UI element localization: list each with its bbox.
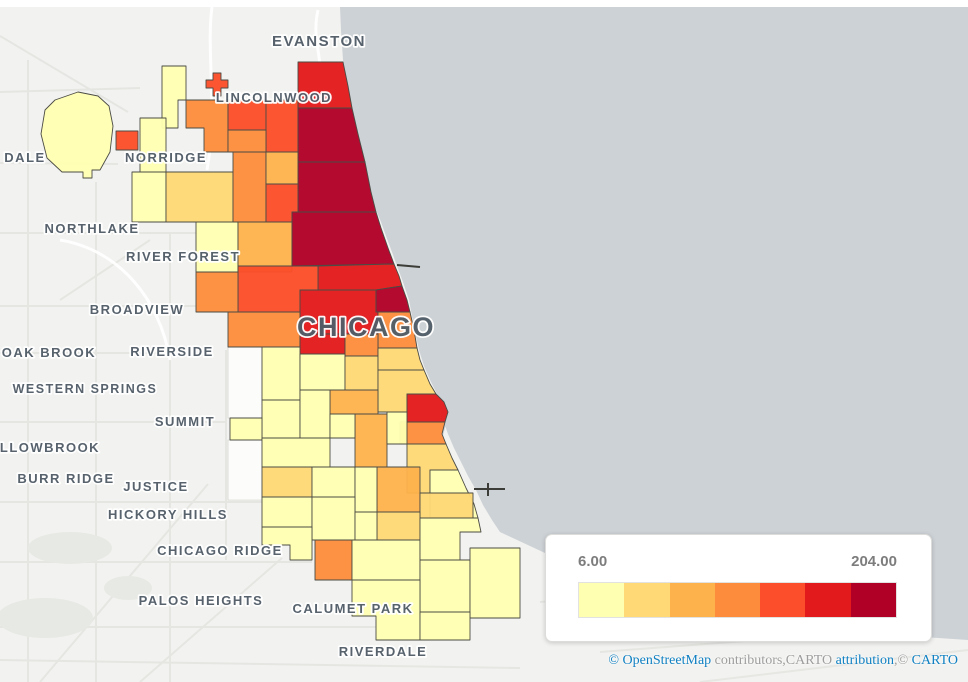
choropleth-region[interactable] <box>299 389 331 439</box>
choropleth-region[interactable] <box>40 91 114 179</box>
choropleth-region[interactable] <box>351 539 421 581</box>
choropleth-region[interactable] <box>375 285 411 313</box>
place-label-oak-brook: OAK BROOK <box>2 345 96 360</box>
no-data-gaps <box>227 346 263 501</box>
legend-min-label: 6.00 <box>578 553 608 570</box>
choropleth-region[interactable] <box>131 171 167 223</box>
choropleth-region[interactable] <box>195 271 239 313</box>
place-label-western-springs: WESTERN SPRINGS <box>13 382 158 396</box>
choropleth-region[interactable] <box>376 466 421 513</box>
attribution-link[interactable]: attribution <box>835 653 894 668</box>
choropleth-region[interactable] <box>265 99 299 153</box>
choropleth-region[interactable] <box>115 130 139 151</box>
legend-swatch <box>624 583 670 617</box>
place-label-llowbrook: LLOWBROOK <box>0 440 100 455</box>
place-label-broadview: BROADVIEW <box>90 302 184 317</box>
choropleth-region[interactable] <box>297 161 377 213</box>
choropleth-region[interactable] <box>354 511 378 541</box>
choropleth-region[interactable] <box>227 129 267 153</box>
choropleth-region[interactable] <box>377 347 425 371</box>
attribution-text: contributors,CARTO <box>711 653 836 668</box>
choropleth-region[interactable] <box>351 579 421 641</box>
choropleth-region[interactable] <box>227 311 301 348</box>
map-attribution: © OpenStreetMap contributors,CARTO attri… <box>608 653 958 669</box>
choropleth-region[interactable] <box>265 151 299 185</box>
attribution-text: ,© <box>894 653 912 668</box>
choropleth-region[interactable] <box>261 496 313 528</box>
choropleth-region[interactable] <box>195 221 239 273</box>
choropleth-region[interactable] <box>386 411 408 445</box>
choropleth-region[interactable] <box>329 413 356 439</box>
place-label-norridge: NORRIDGE <box>125 150 207 165</box>
place-labels: EVANSTON LINCOLNWOOD DALE NORRIDGE NORTHLAKE… <box>0 31 435 661</box>
choropleth-region[interactable] <box>297 61 353 109</box>
choropleth-region[interactable] <box>299 353 346 391</box>
place-label-northlake: NORTHLAKE <box>44 221 139 236</box>
place-label-riverside: RIVERSIDE <box>130 344 214 359</box>
choropleth-region[interactable] <box>354 413 388 468</box>
legend-swatch <box>850 583 896 617</box>
choropleth-region[interactable] <box>261 526 313 561</box>
choropleth-region[interactable] <box>261 437 331 468</box>
attribution-link[interactable]: © OpenStreetMap <box>608 653 712 668</box>
place-label-river-forest: RIVER FOREST <box>126 249 240 264</box>
choropleth-region[interactable] <box>469 547 521 619</box>
choropleth-region[interactable] <box>229 417 263 441</box>
choropleth-region[interactable] <box>311 466 356 498</box>
place-label-calumet-park: CALUMET PARK <box>292 601 413 616</box>
legend: 6.00 204.00 <box>545 534 932 642</box>
choropleth-layer <box>40 61 521 641</box>
choropleth-region[interactable] <box>311 496 356 541</box>
choropleth-region[interactable] <box>317 263 403 291</box>
place-label-chicago-ridge: CHICAGO RIDGE <box>157 543 283 558</box>
place-label-riverdale: RIVERDALE <box>339 644 428 659</box>
attribution-link[interactable]: CARTO <box>911 653 958 668</box>
choropleth-region[interactable] <box>232 151 267 223</box>
pier-lines <box>396 264 505 496</box>
place-label-hickory-hills: HICKORY HILLS <box>108 507 228 522</box>
legend-color-ramp <box>578 582 897 618</box>
choropleth-region[interactable] <box>205 72 229 97</box>
place-label-chicago: CHICAGO <box>297 312 435 342</box>
choropleth-region[interactable] <box>261 466 313 498</box>
place-label-summit: SUMMIT <box>155 414 215 429</box>
top-margin <box>0 0 968 7</box>
choropleth-region[interactable] <box>376 511 421 541</box>
no-data-region <box>227 439 263 501</box>
choropleth-region[interactable] <box>344 355 379 391</box>
place-label-justice: JUSTICE <box>123 479 188 494</box>
choropleth-region[interactable] <box>291 211 395 267</box>
no-data-region <box>227 346 263 419</box>
lake-michigan-water <box>340 7 968 640</box>
legend-swatch <box>760 583 806 617</box>
legend-swatch <box>805 583 851 617</box>
choropleth-region[interactable] <box>354 466 378 513</box>
legend-swatch <box>714 583 761 617</box>
choropleth-region[interactable] <box>419 492 474 519</box>
choropleth-region[interactable] <box>237 221 293 273</box>
pier <box>396 264 421 268</box>
place-label-lincolnwood: LINCOLNWOOD <box>216 90 332 105</box>
choropleth-region[interactable] <box>261 346 301 401</box>
choropleth-region[interactable] <box>419 559 471 613</box>
park-patches <box>0 532 152 638</box>
legend-swatch <box>669 583 715 617</box>
place-label-dale: DALE <box>4 150 45 165</box>
choropleth-region[interactable] <box>261 399 301 439</box>
place-label-burr-ridge: BURR RIDGE <box>17 471 114 486</box>
place-label-evanston: EVANSTON <box>272 33 366 50</box>
place-label-palos-heights: PALOS HEIGHTS <box>139 593 264 608</box>
choropleth-region[interactable] <box>165 171 234 223</box>
legend-max-label: 204.00 <box>851 553 897 570</box>
choropleth-region[interactable] <box>419 611 471 641</box>
choropleth-region[interactable] <box>329 389 379 415</box>
choropleth-region[interactable] <box>314 539 353 581</box>
legend-swatch <box>579 583 625 617</box>
